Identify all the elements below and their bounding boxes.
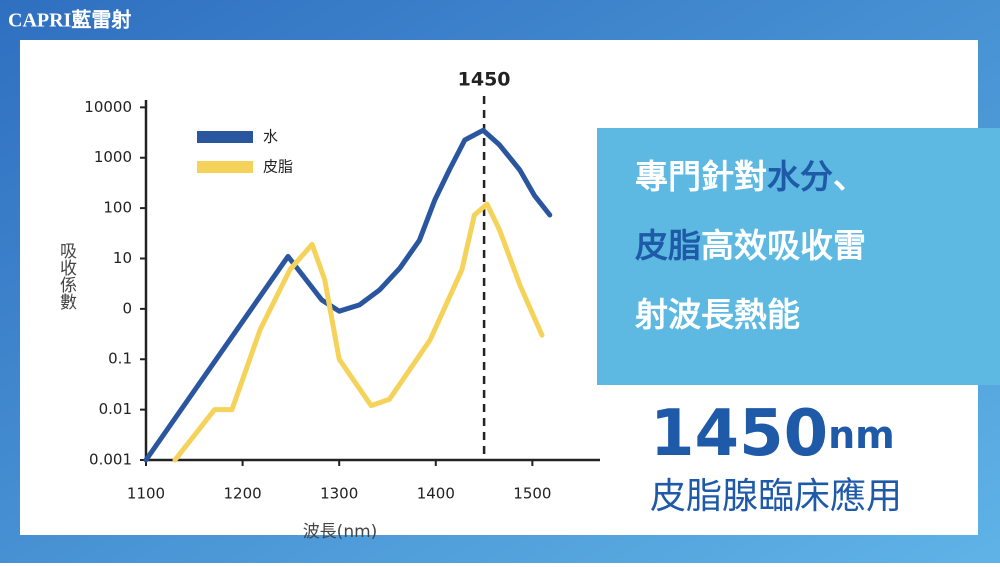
y-tick-label: 0 bbox=[122, 299, 132, 317]
y-tick-label: 0.001 bbox=[89, 451, 132, 469]
annotation-label: 1450 bbox=[458, 69, 511, 91]
highlight-caption: 皮脂腺臨床應用 bbox=[650, 476, 902, 517]
y-axis-label: 吸收係數 bbox=[56, 242, 77, 310]
y-tick-label: 100 bbox=[103, 199, 132, 217]
y-tick-label: 0.01 bbox=[99, 400, 132, 418]
legend-label: 水 bbox=[263, 128, 278, 146]
x-axis-label: 波長(nm) bbox=[303, 522, 378, 542]
text-panel bbox=[597, 128, 1000, 385]
x-tick-label: 1100 bbox=[127, 485, 165, 503]
brand: CAPRI藍雷射 bbox=[8, 8, 131, 32]
panel-line: 專門針對水分、 bbox=[635, 157, 866, 196]
panel-line: 皮脂高效吸收雷 bbox=[635, 226, 866, 265]
y-tick-label: 10 bbox=[113, 249, 132, 267]
legend-label: 皮脂 bbox=[263, 158, 293, 176]
highlight-value: 1450nm bbox=[650, 397, 895, 471]
series-line bbox=[172, 201, 545, 463]
y-tick-label: 10000 bbox=[84, 98, 132, 116]
x-tick-label: 1500 bbox=[513, 485, 551, 503]
panel-line: 射波長熱能 bbox=[635, 295, 800, 334]
x-tick-label: 1200 bbox=[224, 485, 262, 503]
y-tick-label: 0.1 bbox=[108, 350, 132, 368]
x-tick-label: 1400 bbox=[417, 485, 455, 503]
x-tick-label: 1300 bbox=[320, 485, 358, 503]
y-tick-label: 1000 bbox=[94, 148, 132, 166]
